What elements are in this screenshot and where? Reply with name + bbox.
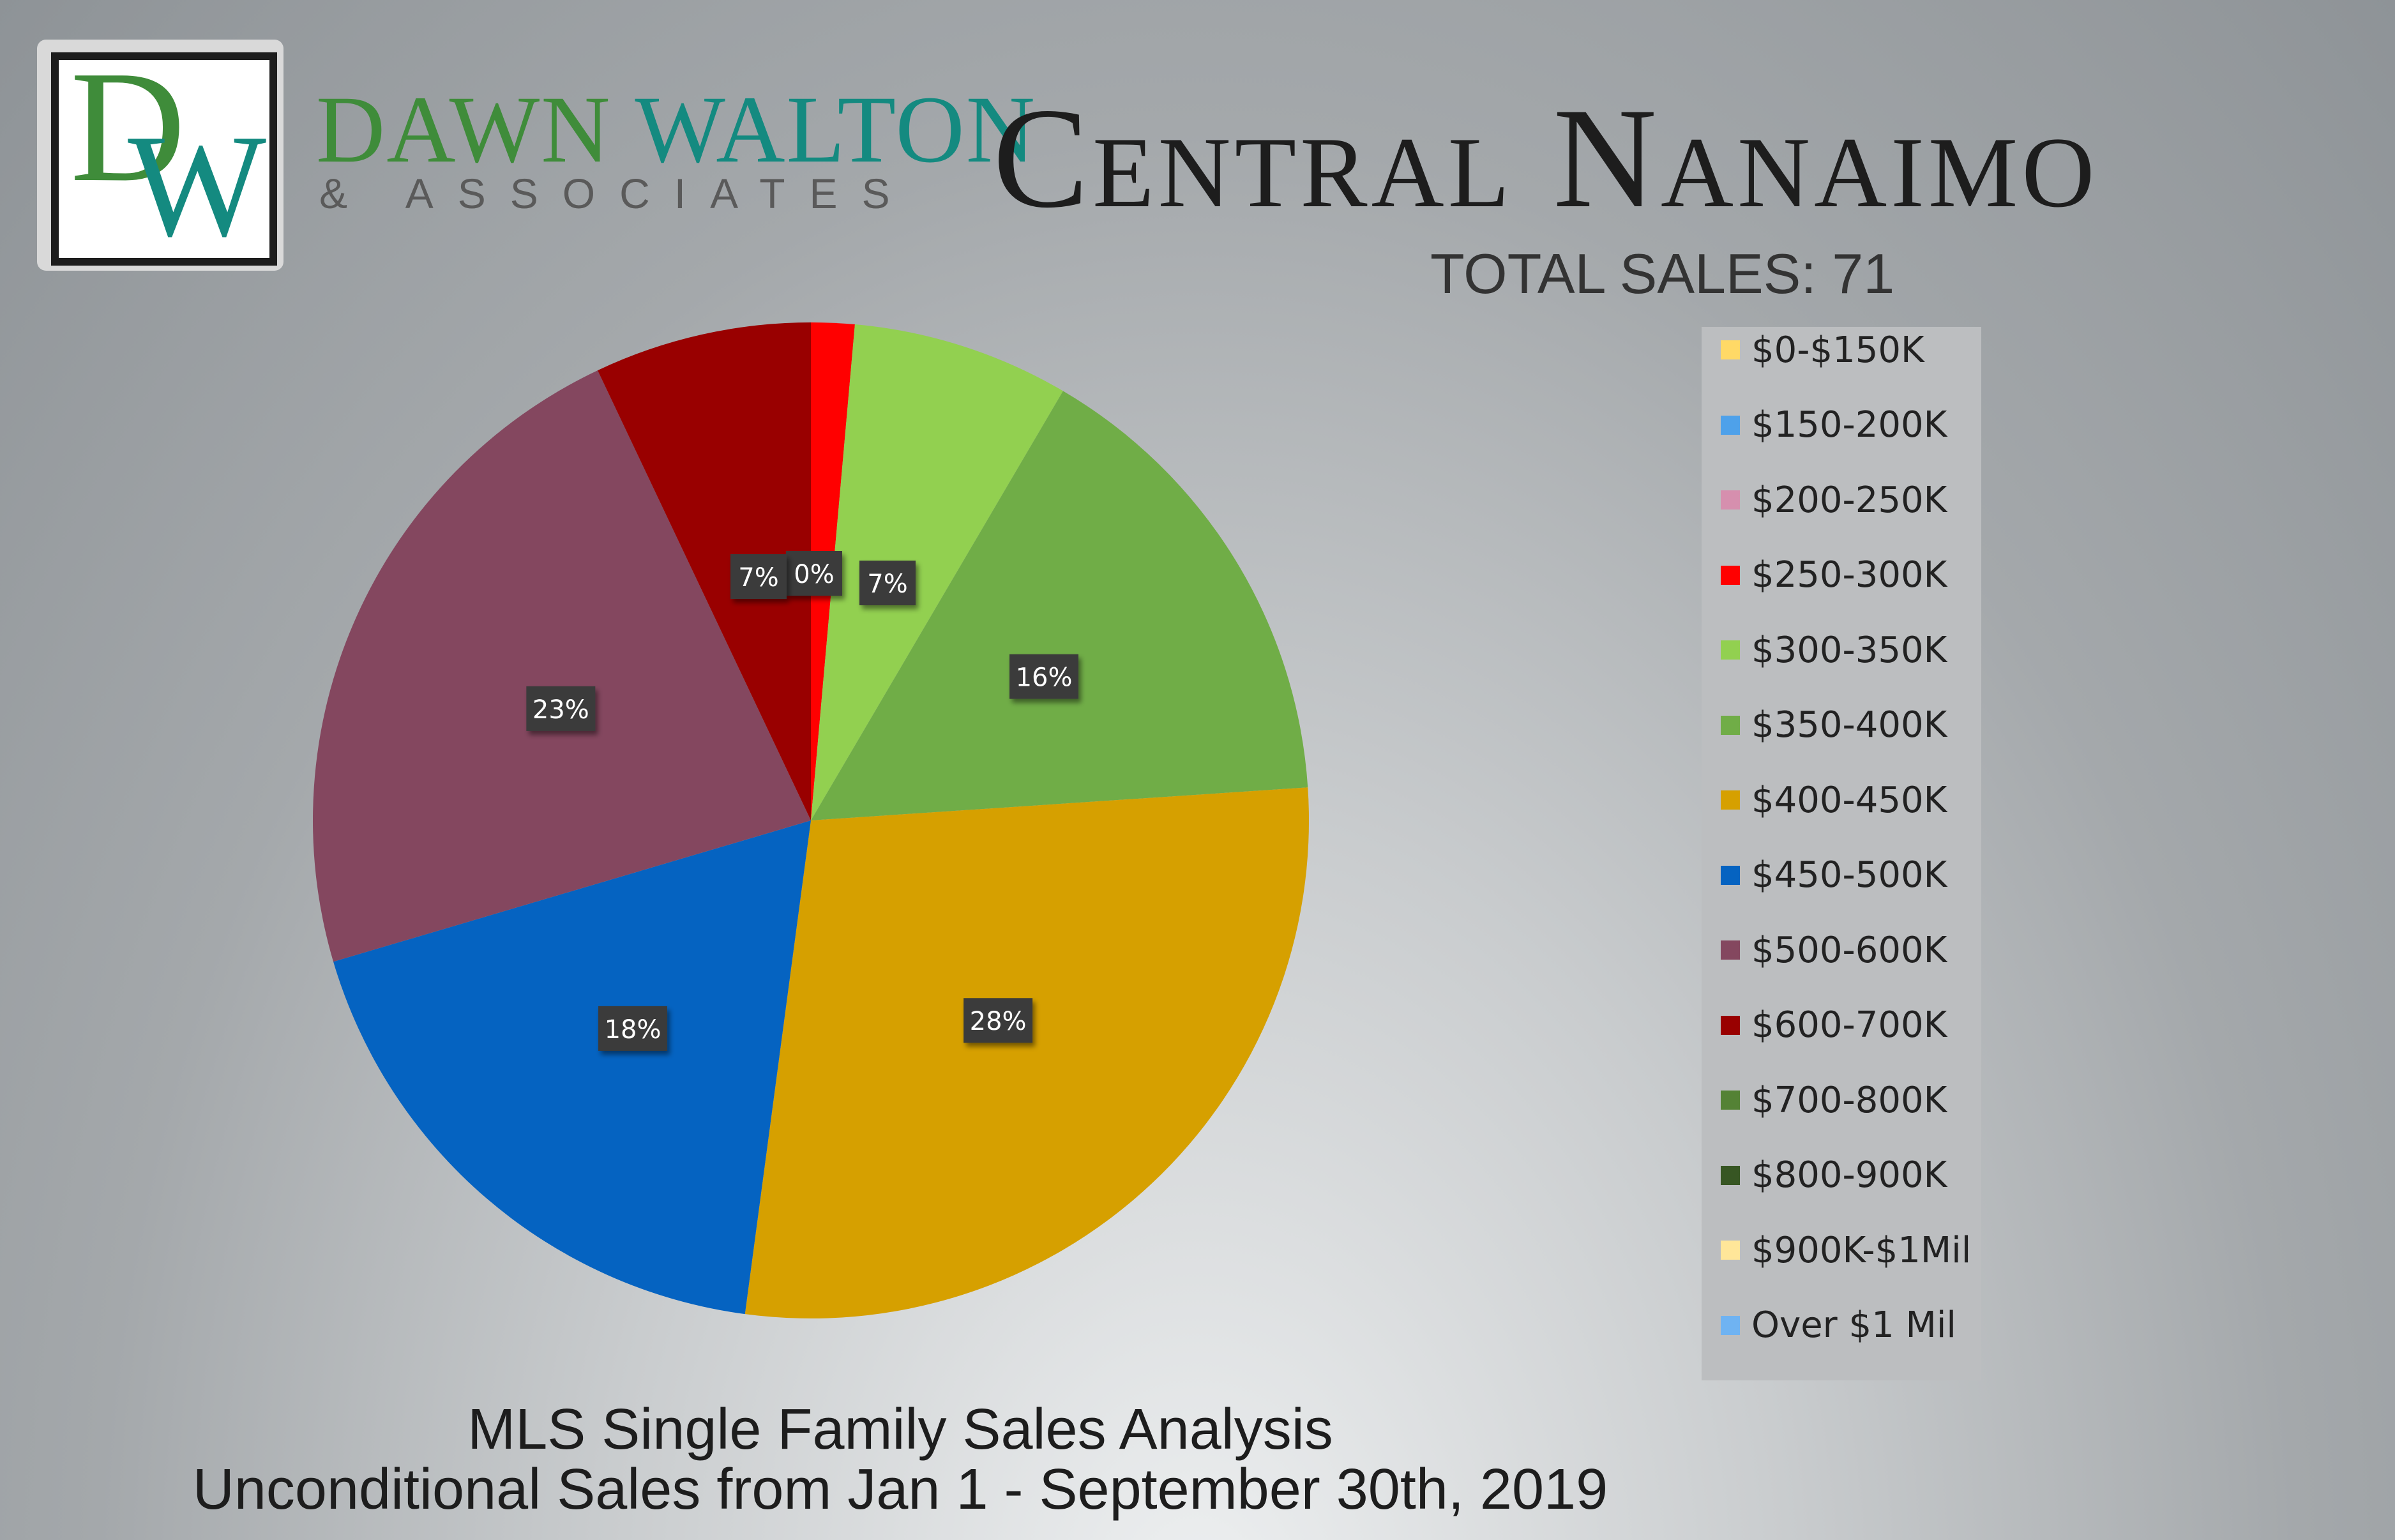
data-label: 7% bbox=[730, 554, 787, 599]
legend-label: Over $1 Mil bbox=[1751, 1304, 1956, 1346]
legend-item: Over $1 Mil bbox=[1721, 1303, 1956, 1348]
legend-label: $350-400K bbox=[1751, 704, 1947, 746]
legend-label: $900K-$1Mil bbox=[1751, 1229, 1972, 1271]
legend-swatch bbox=[1721, 340, 1740, 359]
svg-text:7%: 7% bbox=[738, 563, 778, 593]
pie-slice bbox=[598, 322, 811, 820]
legend-item: $150-200K bbox=[1721, 403, 1947, 448]
legend-swatch bbox=[1721, 565, 1740, 585]
logo-frame: D W bbox=[51, 47, 277, 267]
svg-text:0%: 0% bbox=[794, 560, 834, 589]
data-label: 16% bbox=[1009, 654, 1079, 699]
page-title: Central Nanaimo bbox=[993, 78, 2099, 238]
legend-swatch bbox=[1721, 940, 1740, 960]
legend-item: $600-700K bbox=[1721, 1003, 1947, 1048]
legend-label: $400-450K bbox=[1751, 779, 1947, 821]
svg-text:28%: 28% bbox=[970, 1007, 1027, 1036]
data-label: 0% bbox=[786, 551, 842, 596]
data-label: 7% bbox=[859, 561, 916, 605]
pie-slice bbox=[811, 324, 1063, 821]
svg-text:7%: 7% bbox=[867, 570, 907, 599]
legend-label: $600-700K bbox=[1751, 1004, 1947, 1046]
legend-label: $200-250K bbox=[1751, 479, 1947, 521]
brand-name-first: DAWN bbox=[316, 77, 612, 183]
legend-item: $250-300K bbox=[1721, 553, 1947, 598]
legend-item: $450-500K bbox=[1721, 853, 1947, 898]
legend-label: $250-300K bbox=[1751, 554, 1947, 596]
legend-item: $500-600K bbox=[1721, 928, 1947, 972]
legend-item: $200-250K bbox=[1721, 478, 1947, 522]
legend-swatch bbox=[1721, 715, 1740, 735]
legend-label: $450-500K bbox=[1751, 854, 1947, 896]
legend-label: $300-350K bbox=[1751, 629, 1947, 671]
brand-subtitle: & ASSOCIATES bbox=[319, 170, 914, 217]
legend-swatch bbox=[1721, 1241, 1740, 1260]
legend-item: $400-450K bbox=[1721, 778, 1947, 822]
logo: D W bbox=[37, 40, 283, 271]
legend-swatch bbox=[1721, 490, 1740, 510]
pie-slice bbox=[313, 370, 811, 962]
logo-letter-w: W bbox=[128, 104, 267, 267]
legend-swatch bbox=[1721, 1015, 1740, 1035]
svg-text:23%: 23% bbox=[533, 695, 589, 725]
legend-label: $800-900K bbox=[1751, 1154, 1947, 1196]
total-sales: TOTAL SALES: 71 bbox=[1430, 242, 1895, 305]
legend-label: $700-800K bbox=[1751, 1079, 1947, 1121]
legend-swatch bbox=[1721, 1315, 1740, 1335]
legend-item: $0-$150K bbox=[1721, 328, 1924, 372]
legend-item: $350-400K bbox=[1721, 703, 1947, 748]
pie-slice bbox=[333, 820, 811, 1315]
legend-swatch bbox=[1721, 865, 1740, 885]
legend-label: $500-600K bbox=[1751, 929, 1947, 971]
data-label: 23% bbox=[526, 686, 596, 731]
legend-swatch bbox=[1721, 415, 1740, 435]
chart-footer-subtitle: Unconditional Sales from Jan 1 - Septemb… bbox=[192, 1458, 1608, 1521]
legend-label: $150-200K bbox=[1751, 404, 1947, 446]
svg-text:18%: 18% bbox=[605, 1015, 661, 1045]
logo-letter-d: D bbox=[70, 38, 186, 215]
legend-swatch bbox=[1721, 1165, 1740, 1185]
legend-item: $800-900K bbox=[1721, 1153, 1947, 1198]
chart-footer-title: MLS Single Family Sales Analysis bbox=[467, 1398, 1333, 1461]
brand-name-last: WALTON bbox=[635, 77, 1037, 183]
legend-swatch bbox=[1721, 1091, 1740, 1110]
legend-label: $0-$150K bbox=[1751, 329, 1924, 371]
svg-text:16%: 16% bbox=[1016, 663, 1073, 693]
legend-swatch bbox=[1721, 640, 1740, 660]
data-label: 28% bbox=[963, 998, 1033, 1043]
legend-item: $900K-$1Mil bbox=[1721, 1228, 1971, 1272]
pie-slice bbox=[811, 391, 1308, 820]
legend-item: $700-800K bbox=[1721, 1078, 1947, 1122]
legend-item: $300-350K bbox=[1721, 628, 1947, 672]
pie-slice bbox=[744, 787, 1310, 1318]
brand-name: DAWN WALTON bbox=[316, 82, 1036, 177]
chart-legend: $0-$150K $150-200K $200-250K $250-300K $300-… bbox=[1702, 327, 1981, 1380]
legend-swatch bbox=[1721, 790, 1740, 810]
data-label: 18% bbox=[598, 1006, 668, 1051]
